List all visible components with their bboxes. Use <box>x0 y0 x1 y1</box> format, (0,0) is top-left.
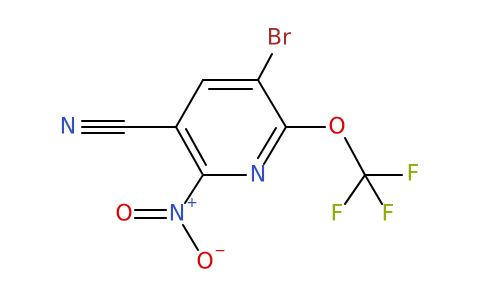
atom-label: F <box>382 202 395 227</box>
bond <box>257 127 277 159</box>
atom-label: Br <box>267 26 292 51</box>
bonds <box>81 53 403 251</box>
atom-label: F <box>331 202 344 227</box>
bond <box>175 79 204 128</box>
atom-label: O <box>115 202 132 227</box>
bond <box>263 126 287 165</box>
bond <box>344 137 366 176</box>
bond <box>182 224 199 251</box>
bond <box>257 53 273 81</box>
bond <box>344 174 366 205</box>
bond <box>175 126 204 176</box>
bond <box>184 174 204 204</box>
bond <box>364 174 383 205</box>
bond <box>257 79 287 128</box>
atom-label: O <box>328 115 345 140</box>
atom-label: F <box>407 162 420 187</box>
atom-label: N <box>250 163 266 188</box>
charge: + <box>186 195 198 211</box>
atom-label: N <box>60 115 76 140</box>
bond <box>185 128 207 166</box>
atom-label: O <box>196 250 213 275</box>
atom-label: N <box>169 202 185 227</box>
charge: − <box>214 243 226 259</box>
